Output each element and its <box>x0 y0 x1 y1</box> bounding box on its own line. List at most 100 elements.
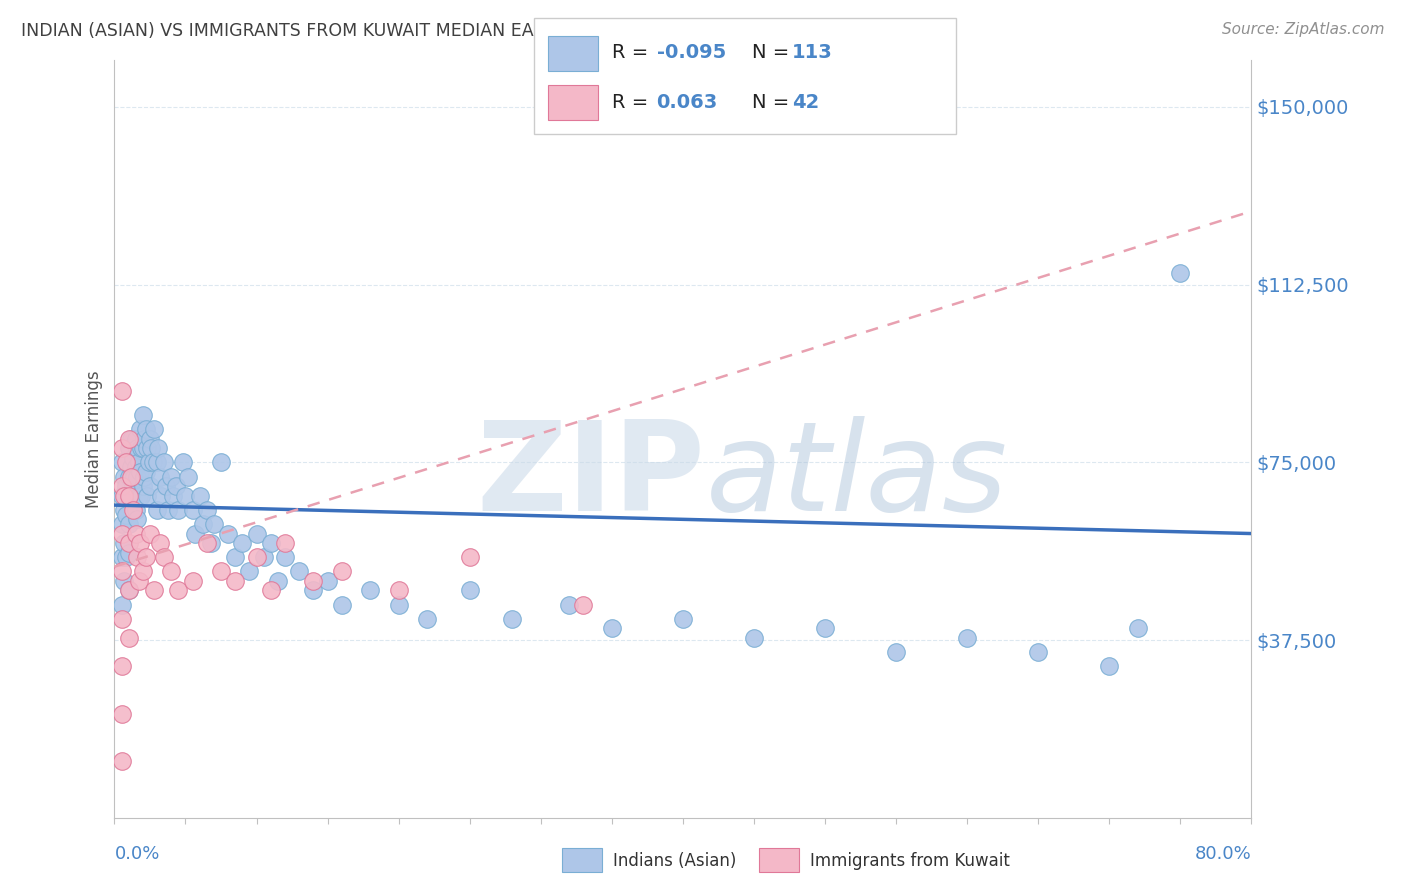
Point <box>742 631 765 645</box>
Point <box>110 659 132 673</box>
Point <box>129 536 152 550</box>
Point <box>114 508 136 522</box>
Point <box>260 583 283 598</box>
Point <box>316 574 339 588</box>
Point <box>884 645 907 659</box>
Text: 42: 42 <box>792 93 818 112</box>
Point <box>112 503 135 517</box>
Point <box>302 583 325 598</box>
Point <box>238 565 260 579</box>
Point <box>117 432 139 446</box>
Point <box>110 550 132 565</box>
Point <box>125 526 148 541</box>
Point <box>117 517 139 532</box>
Point <box>127 550 149 565</box>
Point <box>125 432 148 446</box>
Point <box>125 503 148 517</box>
Point <box>112 489 135 503</box>
Point <box>217 526 239 541</box>
Point <box>165 479 187 493</box>
Point <box>121 469 143 483</box>
Point <box>148 442 170 456</box>
Point <box>110 384 132 399</box>
Text: Source: ZipAtlas.com: Source: ZipAtlas.com <box>1222 22 1385 37</box>
Point <box>139 526 162 541</box>
Point <box>114 550 136 565</box>
Point <box>135 550 157 565</box>
Point <box>142 455 165 469</box>
Point <box>121 489 143 503</box>
Point <box>136 442 159 456</box>
Point <box>132 479 155 493</box>
Text: -0.095: -0.095 <box>657 43 725 62</box>
Point <box>112 574 135 588</box>
Point <box>122 503 145 517</box>
Point <box>672 612 695 626</box>
Point <box>117 545 139 559</box>
Point <box>274 550 297 565</box>
Point <box>122 450 145 465</box>
Point <box>195 536 218 550</box>
Text: 0.0%: 0.0% <box>114 845 160 863</box>
Point <box>117 469 139 483</box>
Point <box>195 503 218 517</box>
Point <box>209 455 232 469</box>
Point <box>149 469 172 483</box>
Point <box>143 583 166 598</box>
Point <box>245 526 267 541</box>
Point <box>122 479 145 493</box>
Point <box>127 512 149 526</box>
Point <box>136 489 159 503</box>
Point <box>1126 621 1149 635</box>
Point <box>416 612 439 626</box>
Point <box>139 432 162 446</box>
Point <box>600 621 623 635</box>
Point <box>330 565 353 579</box>
Point <box>167 583 190 598</box>
Text: N =: N = <box>752 43 796 62</box>
Point <box>134 432 156 446</box>
Point <box>121 460 143 475</box>
Point <box>191 517 214 532</box>
Point <box>135 465 157 479</box>
Point <box>110 526 132 541</box>
Point <box>330 598 353 612</box>
Point <box>141 442 163 456</box>
Point <box>127 442 149 456</box>
Point <box>132 442 155 456</box>
Point <box>128 455 150 469</box>
Point <box>267 574 290 588</box>
Point <box>157 503 180 517</box>
Point <box>128 489 150 503</box>
Y-axis label: Median Earnings: Median Earnings <box>86 370 103 508</box>
Text: N =: N = <box>752 93 796 112</box>
Point <box>127 469 149 483</box>
Point <box>160 469 183 483</box>
Point <box>121 432 143 446</box>
Point <box>117 631 139 645</box>
Point <box>110 706 132 721</box>
Point <box>245 550 267 565</box>
Point <box>814 621 837 635</box>
Point <box>200 536 222 550</box>
Point <box>1168 266 1191 280</box>
Point <box>117 583 139 598</box>
Point <box>260 536 283 550</box>
Point <box>288 565 311 579</box>
Point <box>129 422 152 436</box>
Point <box>134 469 156 483</box>
Point <box>388 598 411 612</box>
Point <box>167 503 190 517</box>
Point <box>558 598 581 612</box>
Point <box>139 479 162 493</box>
Point <box>184 526 207 541</box>
Point <box>146 503 169 517</box>
Point <box>110 754 132 768</box>
Point <box>110 517 132 532</box>
Point <box>131 442 153 456</box>
Text: R =: R = <box>612 43 654 62</box>
Point <box>172 455 194 469</box>
Point <box>153 455 176 469</box>
Point <box>110 612 132 626</box>
Point <box>110 565 132 579</box>
